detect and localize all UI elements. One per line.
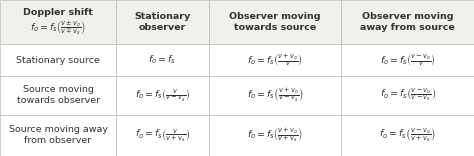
Bar [116,76,209,115]
Text: $f_o = f_s\left(\frac{v}{v-v_s}\right)$: $f_o = f_s\left(\frac{v}{v-v_s}\right)$ [135,87,190,103]
Bar [116,115,209,156]
Bar [0,115,116,156]
Text: $f_o = f_s\left(\frac{v+v_o}{v}\right)$: $f_o = f_s\left(\frac{v+v_o}{v}\right)$ [247,52,303,68]
Bar [341,76,474,115]
Bar [209,115,341,156]
Text: Observer moving
away from source: Observer moving away from source [360,12,455,32]
Bar [116,0,209,44]
Bar [341,44,474,76]
Text: $f_o = f_s\left(\frac{v-v_o}{v-v_s}\right)$: $f_o = f_s\left(\frac{v-v_o}{v-v_s}\righ… [380,87,436,104]
Text: Stationary
observer: Stationary observer [134,12,191,32]
Text: $f_o = f_s\left(\frac{v+v_o}{v+v_s}\right)$: $f_o = f_s\left(\frac{v+v_o}{v+v_s}\righ… [247,126,303,144]
Bar [341,115,474,156]
Text: Source moving
towards observer: Source moving towards observer [17,85,100,105]
Text: Observer moving
towards source: Observer moving towards source [229,12,321,32]
Bar [209,0,341,44]
Bar [0,76,116,115]
Bar [116,44,209,76]
Text: Stationary source: Stationary source [16,56,100,65]
Text: $f_o = f_s\left(\frac{v-v_o}{v+v_s}\right)$: $f_o = f_s\left(\frac{v-v_o}{v+v_s}\righ… [379,127,436,144]
Bar [341,0,474,44]
Text: $f_o = f_s$: $f_o = f_s$ [148,54,176,66]
Bar [0,44,116,76]
Text: Source moving away
from observer: Source moving away from observer [9,125,108,145]
Text: $f_o = f_s\left(\frac{v-v_o}{v}\right)$: $f_o = f_s\left(\frac{v-v_o}{v}\right)$ [380,52,436,68]
Bar [209,76,341,115]
Text: $f_o = f_s\left(\frac{v}{v+v_s}\right)$: $f_o = f_s\left(\frac{v}{v+v_s}\right)$ [135,127,190,144]
Bar [0,0,116,44]
Bar [209,44,341,76]
Text: Doppler shift
$f_o = f_s\left(\frac{v\pm v_o}{v\mp v_s}\right)$: Doppler shift $f_o = f_s\left(\frac{v\pm… [23,7,93,37]
Text: $f_o = f_s\left(\frac{v+v_o}{v-v_s}\right)$: $f_o = f_s\left(\frac{v+v_o}{v-v_s}\righ… [246,87,303,104]
